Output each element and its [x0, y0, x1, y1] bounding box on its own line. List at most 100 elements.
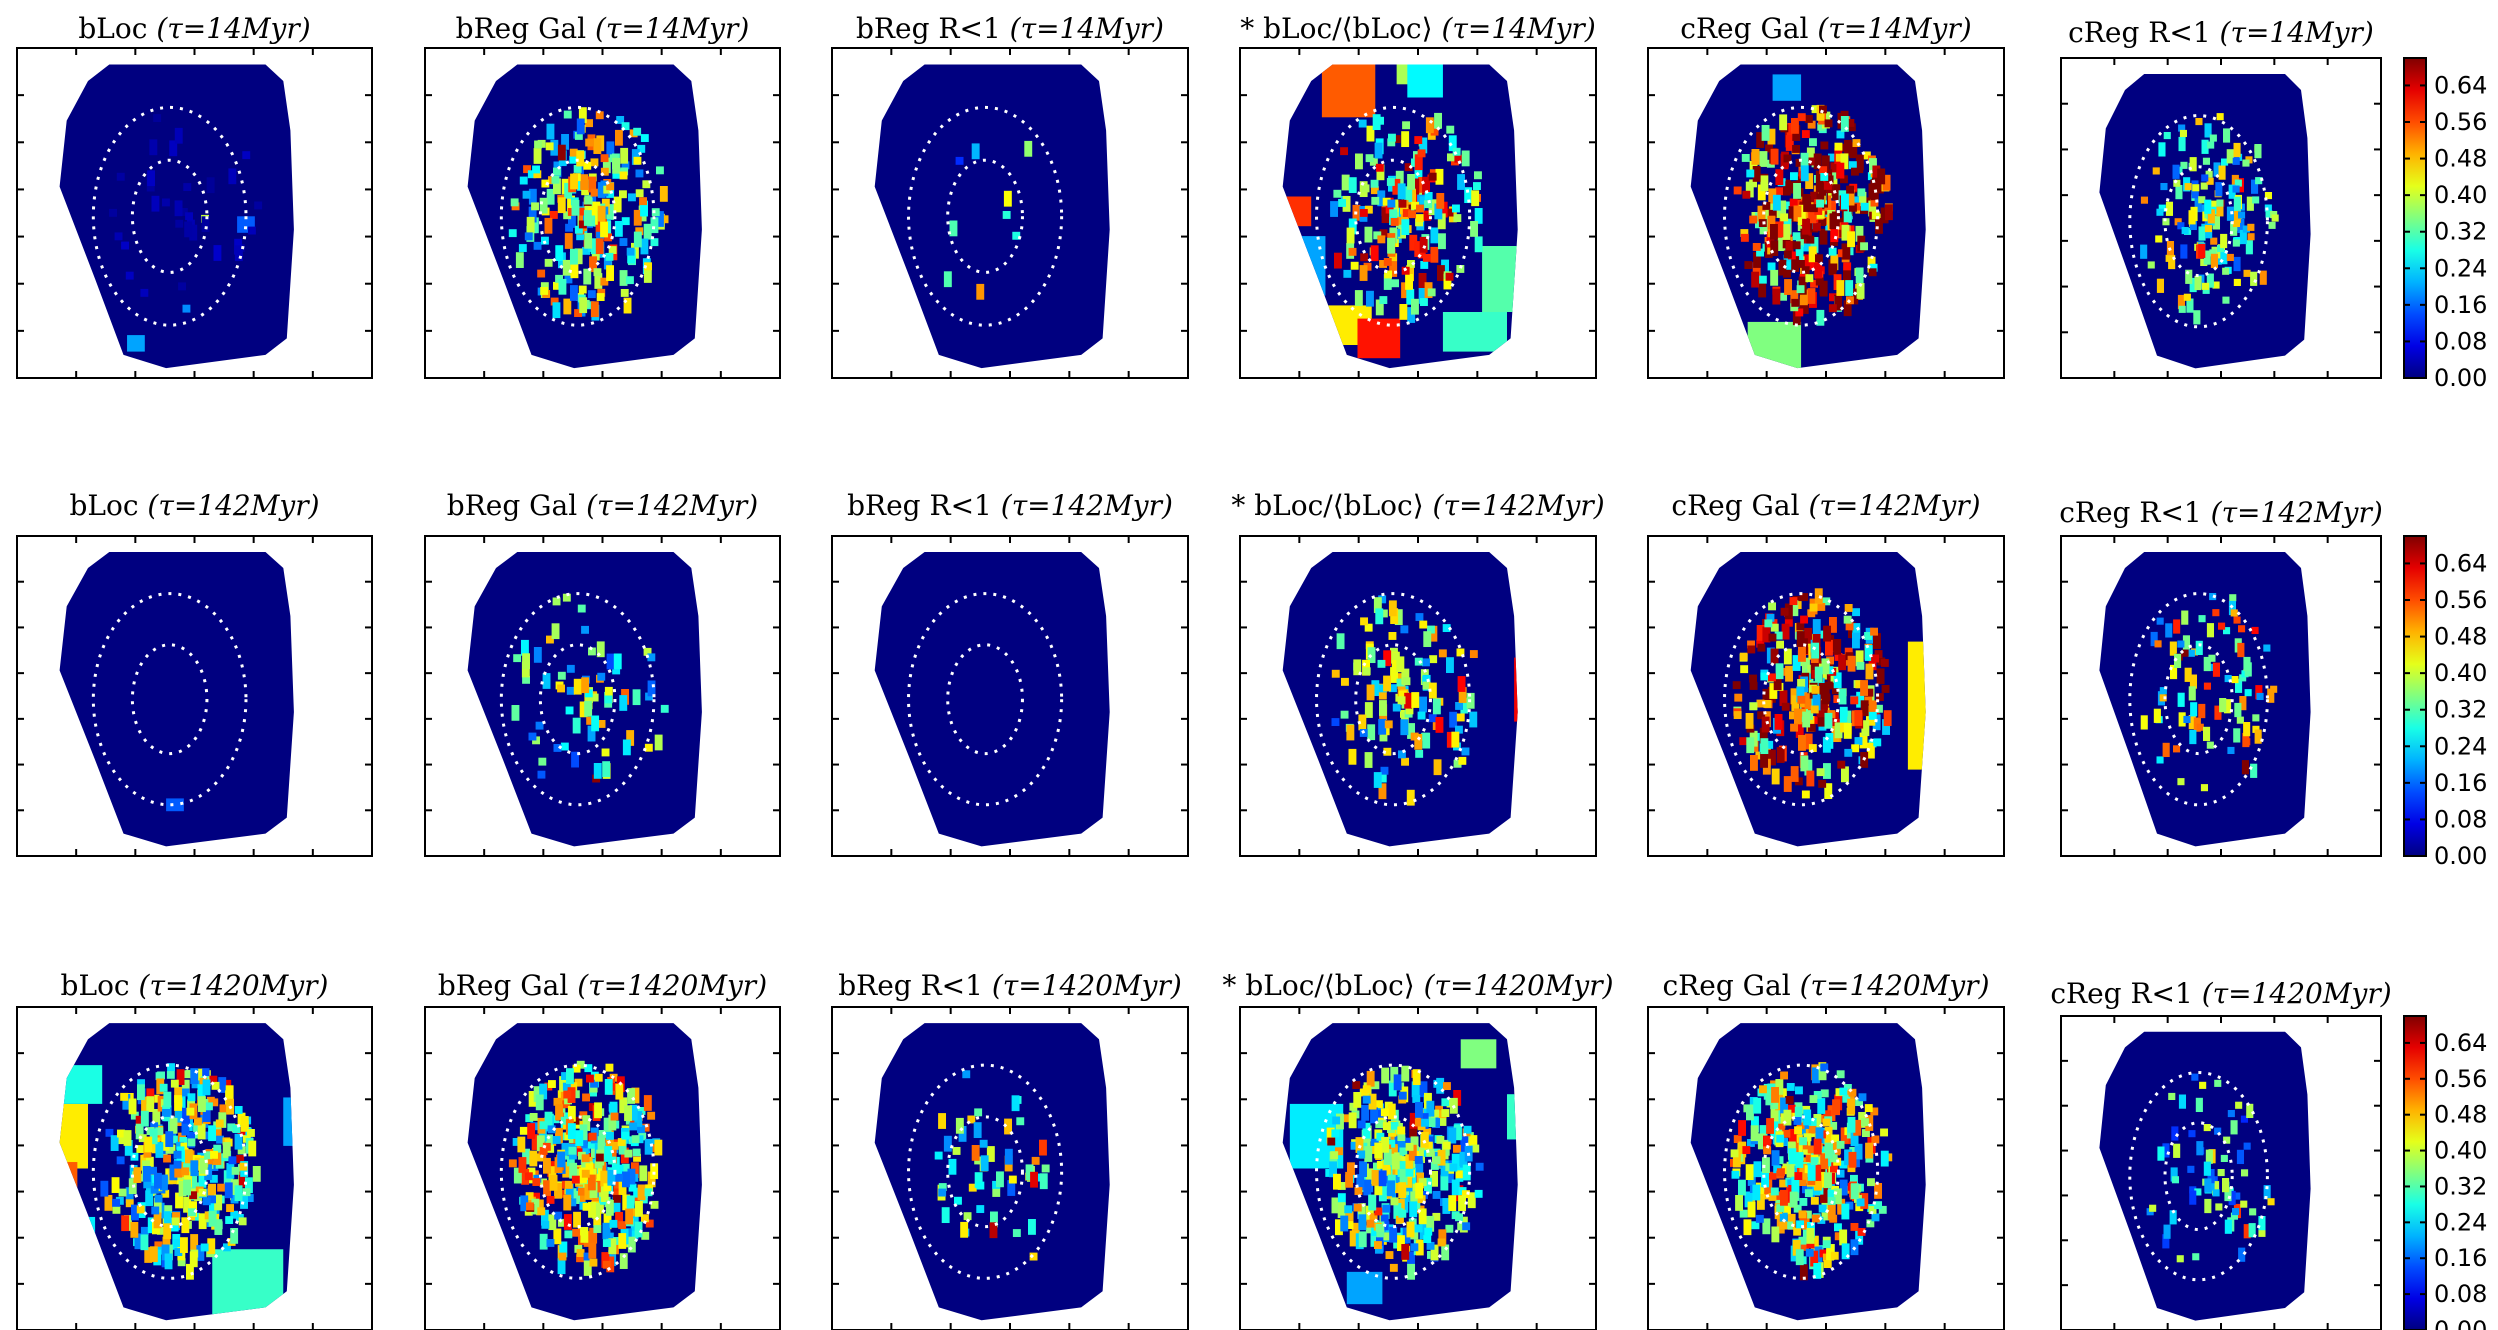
map-pixel [979, 1139, 988, 1148]
map-pixel [1846, 1090, 1855, 1107]
map-pixel [1397, 696, 1406, 705]
map-pixel [1803, 196, 1812, 212]
map-pixel [2232, 157, 2240, 165]
map-pixel [1828, 304, 1837, 313]
map-pixel [198, 1172, 207, 1188]
map-pixel [1794, 708, 1802, 725]
map-panel-r3-c5 [1647, 1006, 2005, 1330]
map-pixel [1364, 1146, 1373, 1162]
panels-layer [16, 47, 2382, 1330]
map-pixel [124, 1140, 133, 1156]
map-pixel [1463, 1125, 1472, 1134]
map-pixel [941, 1207, 950, 1224]
map-pixel [1458, 1195, 1467, 1212]
map-pixel [1870, 627, 1879, 636]
map-pixel [513, 654, 522, 663]
map-pixel [1858, 1093, 1867, 1102]
map-pixel [1747, 645, 1756, 654]
map-pixel [641, 1231, 650, 1240]
map-pixel [1760, 175, 1769, 192]
map-pixel [2243, 269, 2251, 277]
map-pixel [1843, 139, 1852, 156]
map-pixel [650, 238, 659, 247]
map-pixel [1770, 623, 1779, 632]
map-pixel [1393, 1074, 1402, 1091]
map-pixel [962, 1070, 971, 1079]
map-pixel [1334, 252, 1342, 269]
map-pixel [1430, 1162, 1439, 1170]
map-pixel [656, 211, 664, 227]
map-pixel [1327, 1137, 1336, 1146]
map-pixel [1462, 1190, 1470, 1199]
map-pixel [1815, 254, 1823, 263]
map-pixel [569, 1162, 578, 1179]
map-pixel [135, 1123, 144, 1140]
map-pixel [1341, 677, 1349, 686]
map-pixel [1803, 1210, 1812, 1219]
map-pixel [1850, 1174, 1858, 1183]
map-pixel [611, 1156, 620, 1173]
map-pixel [1798, 646, 1806, 662]
map-pixels [2140, 113, 2279, 325]
panel-title: bReg Gal (τ=14Myr) [456, 12, 750, 45]
map-pixel [163, 1091, 172, 1108]
map-pixel [1795, 722, 1804, 738]
map-pixel [1828, 247, 1837, 256]
map-pixel [1845, 622, 1854, 631]
map-pixel [1818, 722, 1827, 731]
map-pixel [2156, 208, 2164, 216]
map-pixel [639, 197, 647, 206]
outer-ellipse [1723, 592, 1880, 807]
outer-ellipse [499, 1063, 656, 1280]
map-pixel [1796, 622, 1805, 631]
map-pixel [632, 1148, 641, 1157]
map-pixel [605, 252, 614, 261]
map-pixel [189, 1191, 198, 1200]
map-pixel [1427, 1111, 1436, 1128]
panel-title-tau: (τ=14Myr) [1010, 12, 1164, 45]
map-pixel [1392, 178, 1401, 195]
map-pixel [1816, 199, 1825, 208]
map-pixel [2219, 698, 2227, 713]
map-pixel [602, 157, 611, 174]
map-pixel [1786, 129, 1795, 138]
galaxy-mask [59, 552, 294, 847]
map-pixel [1871, 654, 1880, 663]
map-pixel [2140, 196, 2149, 204]
map-pixel [614, 221, 623, 237]
map-panel-r3-c3 [831, 1006, 1189, 1330]
map-pixel [1414, 163, 1423, 180]
map-pixel [518, 244, 527, 252]
map-pixel [1775, 663, 1784, 680]
map-pixel [1868, 1206, 1877, 1214]
map-pixel [532, 1178, 541, 1186]
map-pixel [1381, 207, 1390, 224]
map-pixel [202, 1197, 211, 1206]
map-pixel [1769, 619, 1778, 628]
map-pixel [169, 1164, 178, 1181]
panel-title-main: bReg Gal [456, 12, 595, 45]
map-pixel [1340, 710, 1349, 719]
map-pixel [1881, 685, 1890, 693]
map-pixel [1759, 727, 1768, 744]
map-pixel [170, 1135, 178, 1144]
map-pixel [545, 142, 554, 151]
map-pixel [1041, 1164, 1050, 1173]
map-pixel [1843, 615, 1852, 624]
map-pixel [1804, 1189, 1813, 1198]
map-pixel [1410, 1136, 1419, 1153]
map-pixel [1402, 121, 1411, 130]
map-pixel [234, 1133, 243, 1150]
map-pixel [173, 1239, 182, 1248]
map-pixel [569, 148, 578, 157]
galaxy-mask [874, 552, 1110, 847]
map-pixel [1378, 684, 1387, 693]
map-pixel [1840, 175, 1848, 184]
map-pixel [1415, 218, 1424, 227]
map-pixel [183, 1163, 191, 1172]
region-patch [127, 335, 145, 352]
map-pixel [510, 198, 519, 207]
map-pixel [1855, 680, 1864, 689]
colorbar-r3: 0.000.080.160.240.320.400.480.560.64 [2403, 1015, 2487, 1330]
map-pixel [1773, 674, 1782, 691]
